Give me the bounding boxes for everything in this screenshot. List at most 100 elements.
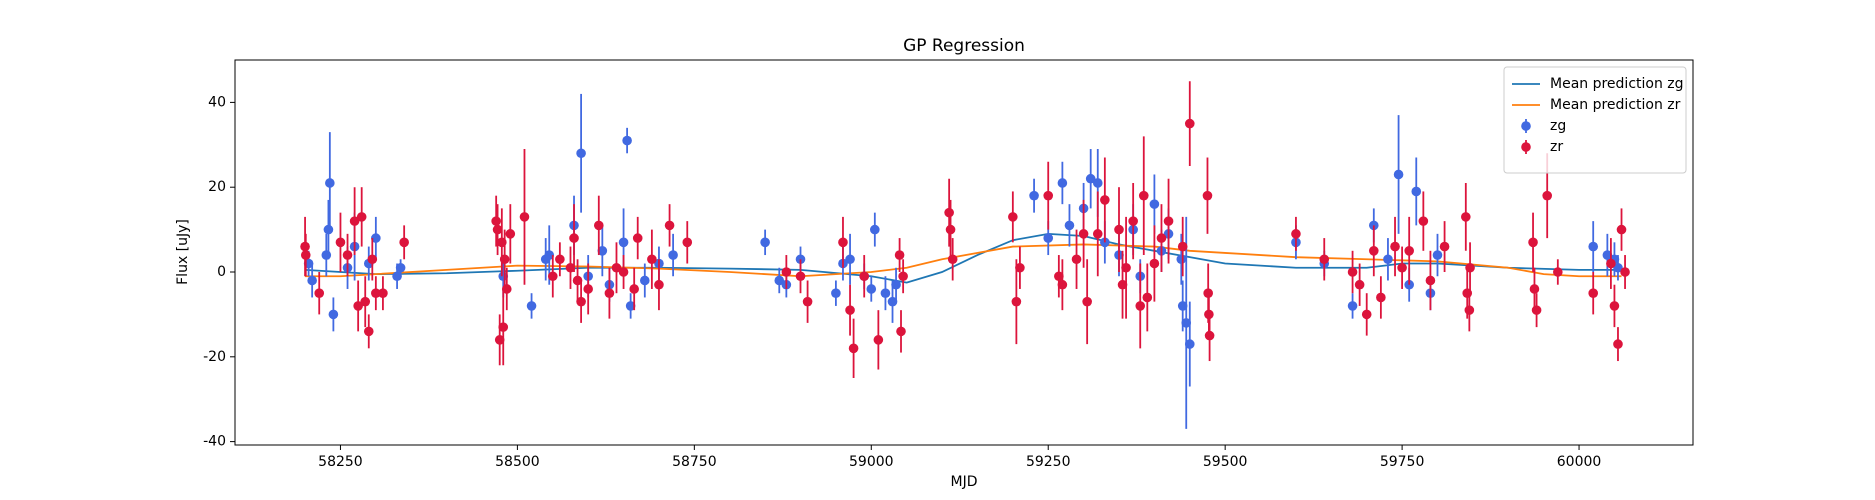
data-point xyxy=(300,250,311,260)
data-point xyxy=(1411,186,1422,197)
data-point xyxy=(1368,246,1379,256)
data-point xyxy=(802,296,813,307)
data-point xyxy=(349,216,360,226)
y-tick-label: 0 xyxy=(217,264,226,280)
data-point xyxy=(505,229,516,239)
data-point xyxy=(1606,258,1616,269)
data-point xyxy=(526,301,537,311)
data-point xyxy=(622,135,632,146)
data-point xyxy=(499,254,510,265)
data-point xyxy=(1138,190,1149,201)
data-point xyxy=(848,343,859,354)
data-point xyxy=(328,309,339,320)
y-tick-label: -20 xyxy=(203,349,226,365)
data-point xyxy=(547,271,558,282)
axes-frame xyxy=(234,59,1694,446)
data-point xyxy=(1613,339,1623,349)
data-point xyxy=(353,301,363,311)
legend-label: Mean prediction zg xyxy=(1550,76,1684,92)
data-point xyxy=(1121,262,1131,273)
data-point xyxy=(1177,301,1188,311)
data-point xyxy=(1613,262,1623,273)
y-axis-label: Flux [uJy] xyxy=(175,219,191,285)
data-point xyxy=(300,241,310,252)
data-point xyxy=(625,301,636,311)
data-point xyxy=(371,288,381,299)
data-point xyxy=(1149,258,1160,269)
data-point xyxy=(654,279,664,290)
data-point xyxy=(1181,318,1192,328)
data-point xyxy=(1464,305,1475,315)
data-point xyxy=(1184,118,1195,129)
data-point xyxy=(492,224,503,235)
data-point xyxy=(565,262,576,273)
data-point xyxy=(1054,271,1064,282)
data-point xyxy=(597,246,608,256)
data-point xyxy=(363,326,374,337)
mean-line xyxy=(305,243,1622,278)
data-point xyxy=(1135,301,1146,311)
data-point xyxy=(1078,229,1089,239)
data-point xyxy=(880,288,891,299)
y-tick-label: -40 xyxy=(203,434,226,450)
data-point xyxy=(544,250,555,260)
y-tick-label: 40 xyxy=(208,94,226,110)
data-point xyxy=(845,254,855,265)
x-tick-label: 59000 xyxy=(849,454,894,470)
data-point xyxy=(501,284,512,294)
data-point xyxy=(356,212,367,222)
data-point xyxy=(891,279,901,290)
legend-box xyxy=(1503,66,1687,174)
data-point xyxy=(1156,233,1167,243)
data-point xyxy=(1425,275,1436,286)
data-point xyxy=(1092,229,1103,239)
data-point xyxy=(1057,279,1068,290)
data-point xyxy=(1057,178,1068,188)
data-point xyxy=(1588,288,1599,299)
data-point xyxy=(1354,279,1365,290)
data-point xyxy=(572,275,583,286)
data-point xyxy=(1432,250,1443,260)
data-point xyxy=(1602,250,1613,260)
data-point xyxy=(896,326,906,337)
data-point xyxy=(1202,190,1213,201)
data-point xyxy=(1609,301,1620,311)
x-tick-label: 58250 xyxy=(318,454,363,470)
data-point xyxy=(1397,262,1407,273)
data-point xyxy=(1082,296,1092,307)
legend-label: zr xyxy=(1550,139,1563,155)
data-point xyxy=(569,233,579,243)
data-point xyxy=(314,288,325,299)
data-point xyxy=(1029,190,1039,201)
data-point xyxy=(604,288,615,299)
legend-label: Mean prediction zr xyxy=(1550,97,1681,113)
data-point xyxy=(1085,173,1096,184)
data-point xyxy=(845,305,855,315)
data-point xyxy=(1390,241,1400,252)
data-point xyxy=(325,178,335,188)
data-point xyxy=(1347,267,1358,277)
data-point xyxy=(1553,267,1563,277)
data-point xyxy=(873,335,884,345)
data-point xyxy=(583,284,593,294)
data-point xyxy=(866,284,877,294)
data-point xyxy=(378,288,388,299)
data-point xyxy=(629,284,639,294)
data-point xyxy=(342,250,353,260)
data-point xyxy=(1361,309,1372,320)
data-point xyxy=(1529,284,1540,294)
data-point xyxy=(618,237,629,248)
data-point xyxy=(1588,241,1599,252)
data-point xyxy=(1393,169,1404,180)
data-point xyxy=(1114,224,1124,235)
data-point xyxy=(1176,254,1187,265)
data-point xyxy=(498,271,509,282)
data-point xyxy=(1319,254,1330,265)
data-point xyxy=(395,262,406,273)
legend-label: zg xyxy=(1550,118,1566,134)
data-point xyxy=(944,207,954,218)
data-point xyxy=(1383,254,1393,265)
data-point xyxy=(1620,267,1630,277)
data-point xyxy=(307,275,317,286)
data-point xyxy=(1528,237,1538,248)
